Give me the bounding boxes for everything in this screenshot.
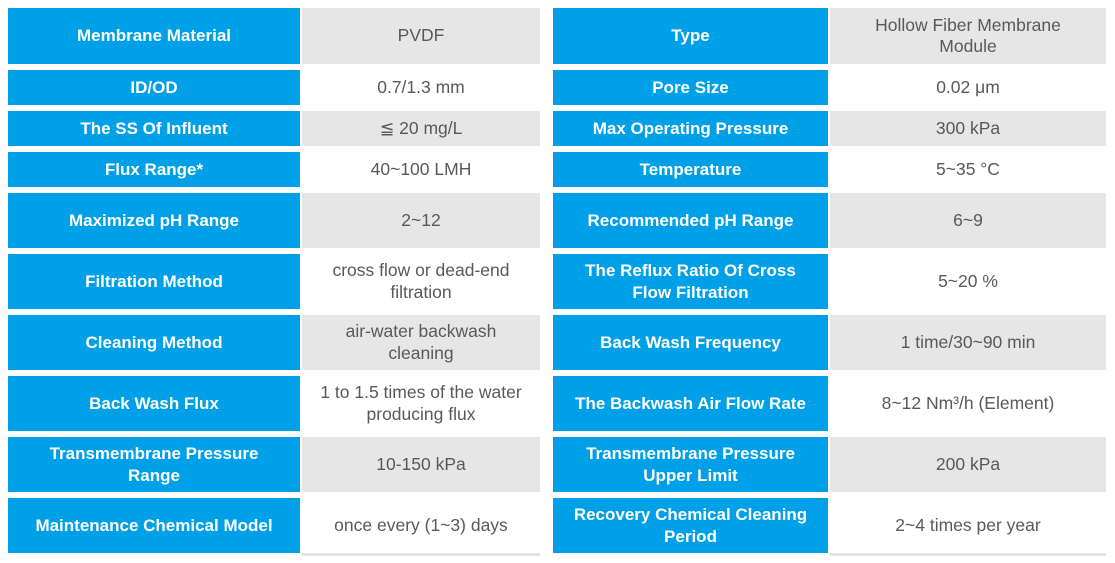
row-value: 6~9 xyxy=(830,193,1106,248)
row-value: once every (1~3) days xyxy=(302,498,540,553)
row-label: Max Operating Pressure xyxy=(553,111,828,146)
row-value: 300 kPa xyxy=(830,111,1106,146)
row-label: Pore Size xyxy=(553,70,828,105)
row-label: Recovery Chemical Cleaning Period xyxy=(553,498,828,553)
row-value: cross flow or dead-end filtration xyxy=(302,254,540,309)
row-value: 2~12 xyxy=(302,193,540,248)
row-value: Hollow Fiber Membrane Module xyxy=(830,8,1106,64)
row-label: Back Wash Flux xyxy=(8,376,300,431)
row-label: The Backwash Air Flow Rate xyxy=(553,376,828,431)
row-value: ≦ 20 mg/L xyxy=(302,111,540,146)
row-value: air-water backwash cleaning xyxy=(302,315,540,370)
row-label: Maximized pH Range xyxy=(8,193,300,248)
row-label: Flux Range* xyxy=(8,152,300,187)
row-label: Maintenance Chemical Model xyxy=(8,498,300,553)
row-label: Membrane Material xyxy=(8,8,300,64)
row-value: 8~12 Nm³/h (Element) xyxy=(830,376,1106,431)
table-row: The SS Of Influent ≦ 20 mg/L Max Operati… xyxy=(8,111,1107,146)
table-row: Membrane Material PVDF Type Hollow Fiber… xyxy=(8,8,1107,64)
row-value: 5~20 % xyxy=(830,254,1106,309)
row-value: 10-150 kPa xyxy=(302,437,540,492)
row-value: 0.7/1.3 mm xyxy=(302,70,540,105)
table-row: Maintenance Chemical Model once every (1… xyxy=(8,498,1107,553)
column-gap xyxy=(540,111,553,146)
column-gap xyxy=(540,498,553,553)
column-gap xyxy=(540,437,553,492)
row-value: PVDF xyxy=(302,8,540,64)
column-gap xyxy=(540,70,553,105)
table-row: Cleaning Method air-water backwash clean… xyxy=(8,315,1107,370)
row-value: 5~35 °C xyxy=(830,152,1106,187)
row-label: Cleaning Method xyxy=(8,315,300,370)
table-row: ID/OD 0.7/1.3 mm Pore Size 0.02 μm xyxy=(8,70,1107,105)
column-gap xyxy=(540,315,553,370)
table-row: Transmembrane Pressure Range 10-150 kPa … xyxy=(8,437,1107,492)
row-value: 0.02 μm xyxy=(830,70,1106,105)
row-label: The Reflux Ratio Of Cross Flow Filtratio… xyxy=(553,254,828,309)
row-label: Temperature xyxy=(553,152,828,187)
row-label: Filtration Method xyxy=(8,254,300,309)
column-gap xyxy=(540,8,553,64)
column-gap xyxy=(540,193,553,248)
row-value: 40~100 LMH xyxy=(302,152,540,187)
row-value: 1 to 1.5 times of the water producing fl… xyxy=(302,376,540,431)
column-gap xyxy=(540,152,553,187)
row-label: Recommended pH Range xyxy=(553,193,828,248)
membrane-spec-table: Membrane Material PVDF Type Hollow Fiber… xyxy=(8,8,1107,553)
table-row: Maximized pH Range 2~12 Recommended pH R… xyxy=(8,193,1107,248)
row-label: Transmembrane Pressure Upper Limit xyxy=(553,437,828,492)
row-value: 200 kPa xyxy=(830,437,1106,492)
row-label: Back Wash Frequency xyxy=(553,315,828,370)
column-gap xyxy=(540,254,553,309)
column-gap xyxy=(540,376,553,431)
row-label: Type xyxy=(553,8,828,64)
row-label: Transmembrane Pressure Range xyxy=(8,437,300,492)
row-label: ID/OD xyxy=(8,70,300,105)
table-row: Flux Range* 40~100 LMH Temperature 5~35 … xyxy=(8,152,1107,187)
row-value: 2~4 times per year xyxy=(830,498,1106,553)
row-label: The SS Of Influent xyxy=(8,111,300,146)
table-row: Back Wash Flux 1 to 1.5 times of the wat… xyxy=(8,376,1107,431)
table-row: Filtration Method cross flow or dead-end… xyxy=(8,254,1107,309)
row-value: 1 time/30~90 min xyxy=(830,315,1106,370)
